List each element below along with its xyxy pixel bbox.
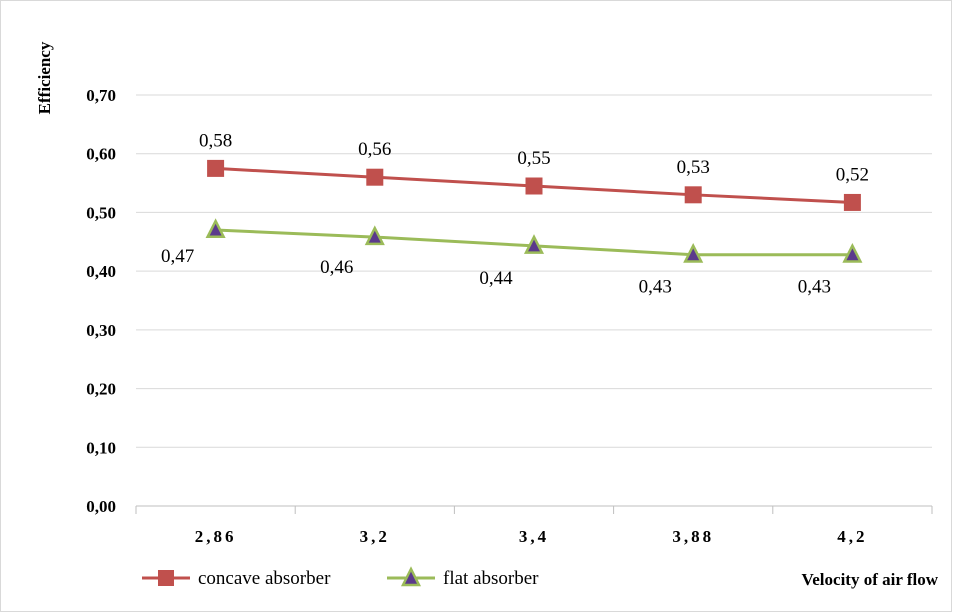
data-labels: 0,58 0,56 0,55 0,53 0,52 0,47 0,46 0,44 0,43 0,43 — [161, 130, 869, 297]
concave-absorber-marker — [525, 177, 543, 195]
y-tick-label: 0,50 — [86, 203, 116, 222]
data-label: 0,44 — [479, 268, 513, 289]
flat-absorber-marker — [523, 234, 545, 254]
flat-absorber-legend-label: flat absorber — [443, 568, 539, 589]
flat-absorber-legend-marker — [400, 566, 422, 587]
y-tick-label: 0,00 — [86, 497, 116, 516]
y-tick-label: 0,20 — [86, 380, 116, 399]
concave-absorber-marker — [684, 186, 702, 204]
concave-absorber-marker — [843, 193, 861, 211]
concave-absorber-legend-label: concave absorber — [198, 568, 331, 589]
x-axis-title: Velocity of air flow — [802, 570, 939, 589]
flat-absorber-marker — [364, 225, 385, 246]
x-tick-label: 2,86 — [195, 527, 237, 546]
x-tick-label: 3,4 — [519, 527, 549, 546]
legend: concave absorber flat absorber — [142, 566, 539, 589]
concave-absorber-marker — [366, 168, 384, 186]
y-axis-title: Efficiency — [35, 41, 54, 114]
x-tick-labels: 2,86 3,2 3,4 3,88 4,2 — [195, 527, 867, 546]
x-tick-label: 3,88 — [672, 527, 714, 546]
concave-absorber-legend-marker — [158, 570, 174, 586]
flat-absorber-marker — [842, 242, 863, 263]
data-label: 0,55 — [517, 148, 550, 169]
x-tick-label: 3,2 — [360, 527, 390, 546]
y-tick-label: 0,60 — [86, 145, 116, 164]
x-tick-label: 4,2 — [837, 527, 867, 546]
flat-absorber-marker — [683, 242, 704, 263]
y-tick-label: 0,10 — [86, 438, 116, 457]
y-tick-label: 0,30 — [86, 321, 116, 340]
y-tick-label: 0,70 — [86, 86, 116, 105]
data-label: 0,53 — [677, 157, 710, 178]
y-tick-label: 0,40 — [86, 262, 116, 281]
flat-absorber-marker — [205, 218, 226, 239]
data-label: 0,43 — [798, 277, 831, 298]
series-group — [205, 159, 863, 263]
data-label: 0,43 — [639, 277, 672, 298]
data-label: 0,47 — [161, 246, 194, 267]
data-label: 0,58 — [199, 130, 232, 151]
data-label: 0,56 — [358, 139, 391, 160]
data-label: 0,46 — [320, 257, 353, 278]
gridlines — [135, 94, 933, 514]
y-tick-labels: 0,00 0,10 0,20 0,30 0,40 0,50 0,60 0,70 — [86, 86, 116, 516]
data-label: 0,52 — [836, 164, 869, 185]
concave-absorber-marker — [207, 159, 225, 177]
